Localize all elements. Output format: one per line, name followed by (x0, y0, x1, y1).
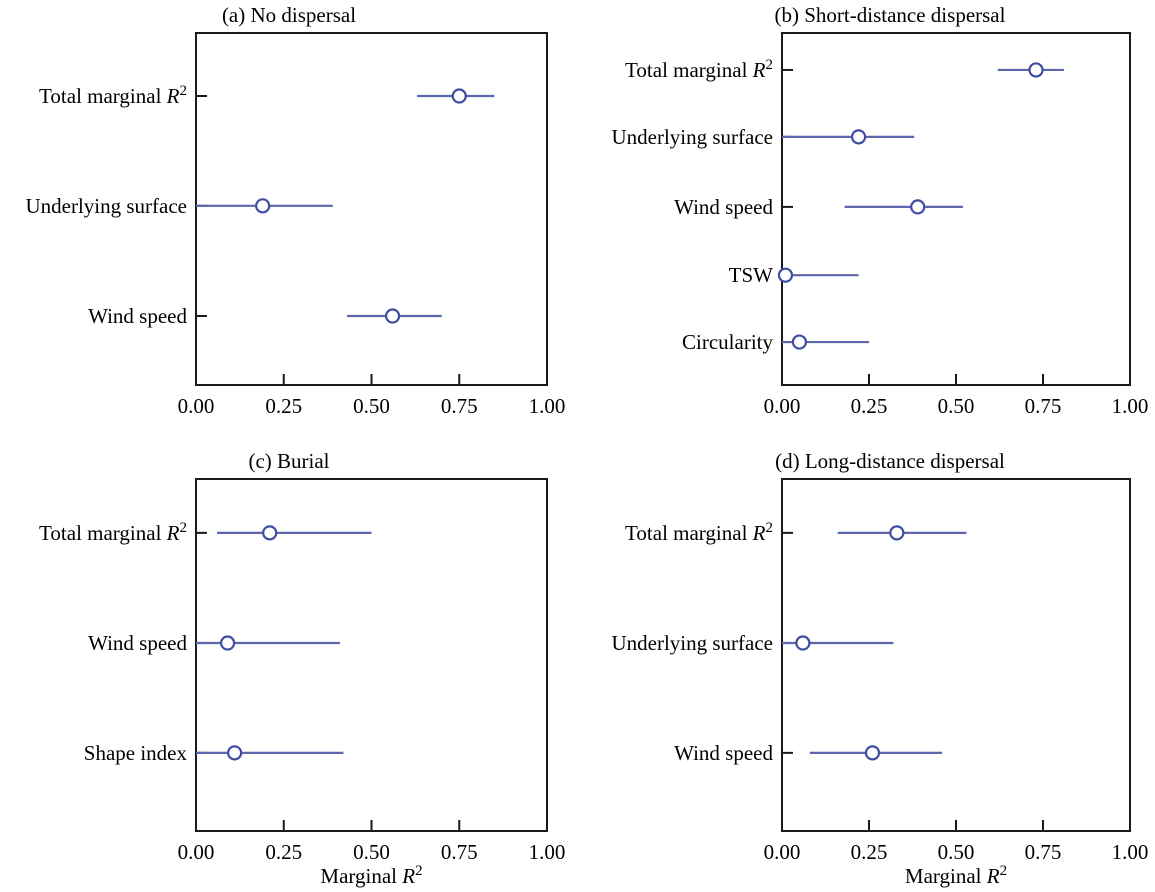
x-tick-label: 0.00 (178, 840, 215, 864)
estimate-marker (219, 635, 236, 651)
category-label: Underlying surface (25, 194, 187, 218)
category-label: Wind speed (674, 741, 773, 765)
category-label: TSW (729, 263, 774, 287)
estimate-marker (889, 525, 905, 541)
x-tick-label: 0.50 (353, 840, 390, 864)
x-tick-label: 0.50 (353, 394, 390, 418)
x-axis-label: Marginal R2 (320, 863, 422, 888)
panel-title: (b) Short-distance dispersal (774, 3, 1006, 27)
x-tick-label: 0.25 (851, 394, 888, 418)
category-label: Total marginal R2 (625, 57, 773, 82)
category-label: Total marginal R2 (39, 520, 187, 545)
x-tick-label: 0.75 (1025, 394, 1062, 418)
x-tick-label: 0.75 (441, 394, 478, 418)
x-axis-label: Marginal R2 (905, 863, 1007, 888)
category-label: Wind speed (88, 631, 187, 655)
x-tick-label: 1.00 (1112, 840, 1149, 864)
estimate-marker (791, 334, 807, 350)
x-tick-label: 1.00 (1112, 394, 1149, 418)
estimate-marker (850, 129, 867, 145)
estimate-marker (1028, 62, 1044, 78)
dot-plot-no-dispersal: 0.00 0.25 0.50 0.75 1.00 Total marginal R2 Und… (25, 32, 566, 418)
estimate-marker (255, 198, 271, 214)
estimate-marker (384, 308, 401, 324)
estimate-marker (227, 745, 243, 761)
category-label: Total marginal R2 (625, 520, 773, 545)
x-tick-label: 0.25 (265, 394, 302, 418)
x-tick-label: 0.50 (938, 840, 975, 864)
estimate-marker (777, 267, 794, 283)
x-tick-label: 1.00 (529, 394, 566, 418)
x-tick-label: 0.25 (851, 840, 888, 864)
x-tick-label: 0.75 (441, 840, 478, 864)
x-tick-label: 0.50 (938, 394, 975, 418)
category-label: Total marginal R2 (39, 83, 187, 108)
panel-burial: (c) Burial 0.00 0.25 0.50 0.75 1.00 Total mar… (0, 446, 578, 892)
category-label: Circularity (682, 330, 773, 354)
category-label: Shape index (84, 741, 188, 765)
panel-long-distance-dispersal: (d) Long-distance dispersal 0.00 0.25 0.50… (577, 446, 1155, 892)
estimate-marker (910, 199, 926, 215)
dot-plot-short-distance-dispersal: 0.00 0.25 0.50 0.75 1.00 Total marginal R2 Und… (611, 32, 1149, 418)
dot-plot-long-distance-dispersal: 0.00 0.25 0.50 0.75 1.00 Total marginal R2 Und… (611, 478, 1149, 888)
panel-title: (a) No dispersal (221, 3, 357, 27)
dot-plot-burial: 0.00 0.25 0.50 0.75 1.00 Total marginal R2 Win… (39, 478, 566, 888)
estimate-marker (451, 88, 467, 104)
category-label: Wind speed (88, 304, 187, 328)
estimate-marker (795, 635, 811, 651)
estimate-marker (262, 525, 278, 541)
category-label: Wind speed (674, 195, 773, 219)
category-label: Underlying surface (611, 631, 773, 655)
x-tick-label: 0.75 (1025, 840, 1062, 864)
panel-short-distance-dispersal: (b) Short-distance dispersal 0.00 0.25 0.5… (577, 0, 1155, 446)
category-label: Underlying surface (611, 125, 773, 149)
panel-no-dispersal: (a) No dispersal 0.00 0.25 0.50 0.75 1.00 Tot… (0, 0, 578, 446)
x-tick-label: 0.00 (764, 840, 801, 864)
x-tick-label: 1.00 (529, 840, 566, 864)
estimate-marker (864, 745, 881, 761)
x-tick-label: 0.00 (178, 394, 215, 418)
x-tick-label: 0.25 (265, 840, 302, 864)
x-tick-label: 0.00 (764, 394, 801, 418)
panel-title: (d) Long-distance dispersal (775, 449, 1005, 473)
panel-title: (c) Burial (248, 449, 330, 473)
